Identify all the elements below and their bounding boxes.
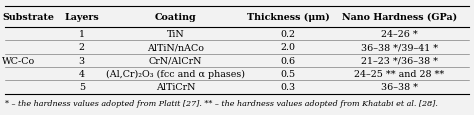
Text: 1: 1: [79, 30, 85, 39]
Text: TiN: TiN: [166, 30, 184, 39]
Text: Coating: Coating: [155, 13, 196, 22]
Text: 36–38 *: 36–38 *: [381, 83, 418, 92]
Text: Thickness (μm): Thickness (μm): [246, 13, 329, 22]
Text: 4: 4: [79, 69, 85, 78]
Text: 36–38 */39–41 *: 36–38 */39–41 *: [361, 43, 438, 52]
Text: AlTiN/nACo: AlTiN/nACo: [147, 43, 204, 52]
Text: 2: 2: [79, 43, 85, 52]
Text: 0.5: 0.5: [281, 69, 295, 78]
Text: 24–25 ** and 28 **: 24–25 ** and 28 **: [354, 69, 445, 78]
Text: 5: 5: [79, 83, 85, 92]
Text: 2.0: 2.0: [281, 43, 295, 52]
Text: Substrate: Substrate: [2, 13, 54, 22]
Text: Layers: Layers: [64, 13, 99, 22]
Text: 21–23 */36–38 *: 21–23 */36–38 *: [361, 56, 438, 65]
Text: * – the hardness values adopted from Platit [27]. ** – the hardness values adopt: * – the hardness values adopted from Pla…: [5, 99, 438, 107]
Text: CrN/AlCrN: CrN/AlCrN: [149, 56, 202, 65]
Text: 0.3: 0.3: [281, 83, 295, 92]
Text: 3: 3: [79, 56, 85, 65]
Text: (Al,Cr)₂O₃ (fcc and α phases): (Al,Cr)₂O₃ (fcc and α phases): [106, 69, 245, 78]
Text: 24–26 *: 24–26 *: [381, 30, 418, 39]
Text: WC-Co: WC-Co: [2, 56, 36, 65]
Text: 0.2: 0.2: [281, 30, 295, 39]
Text: Nano Hardness (GPa): Nano Hardness (GPa): [342, 13, 457, 22]
Text: 0.6: 0.6: [281, 56, 295, 65]
Text: AlTiCrN: AlTiCrN: [155, 83, 195, 92]
